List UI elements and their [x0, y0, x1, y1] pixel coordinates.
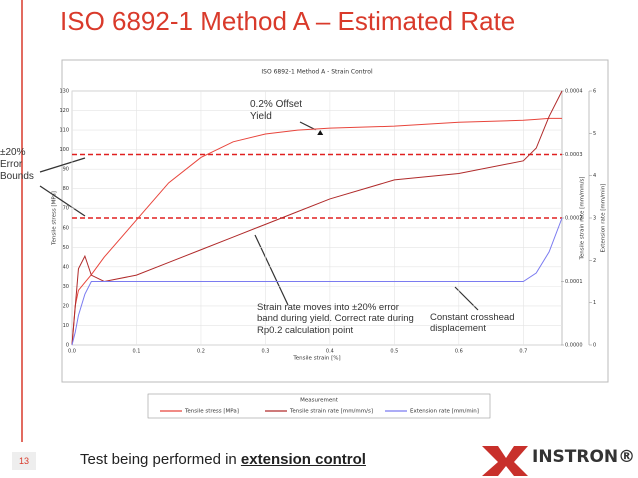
x-tick-label: 0.2	[197, 349, 205, 355]
footer: Test being performed in extension contro…	[80, 451, 366, 468]
yield-marker	[317, 130, 324, 136]
y3-tick-label: 5	[593, 131, 596, 137]
y3-tick-label: 4	[593, 173, 596, 179]
y-tick-label: 80	[63, 186, 69, 192]
series-line	[71, 90, 563, 346]
y3-tick-label: 2	[593, 258, 596, 264]
y-tick-label: 0	[66, 343, 69, 349]
y-tick-label: 60	[63, 225, 69, 231]
y-tick-label: 110	[59, 128, 69, 134]
y-tick-label: 100	[59, 147, 69, 153]
x-tick-label: 0.7	[519, 349, 527, 355]
slide-number: 13	[12, 452, 36, 470]
x-tick-label: 0.4	[326, 349, 334, 355]
y-tick-label: 20	[63, 303, 69, 309]
y2-axis-label: Tensile strain rate [mm/mm/s]	[580, 177, 586, 261]
annotation: Strain rate moves into ±20% error band d…	[257, 302, 414, 336]
x-tick-label: 0.0	[68, 349, 76, 355]
legend-label: Tensile strain rate [mm/mm/s]	[289, 409, 373, 415]
x-tick-label: 0.1	[132, 349, 140, 355]
y3-tick-label: 6	[593, 89, 596, 95]
y3-axis-label: Extension rate [mm/min]	[601, 184, 607, 253]
y3-tick-label: 1	[593, 300, 596, 306]
chart-title: ISO 6892-1 Method A - Strain Control	[261, 69, 373, 76]
legend-box	[147, 393, 491, 419]
y-tick-label: 50	[63, 245, 69, 251]
y2-tick-label: 0.0003	[565, 152, 583, 158]
legend-label: Tensile stress [MPa]	[184, 409, 239, 415]
logo-mark	[482, 446, 528, 476]
y-tick-label: 10	[63, 323, 69, 329]
x-axis-label: Tensile strain [%]	[292, 356, 340, 362]
y-tick-label: 30	[63, 284, 69, 290]
y2-tick-label: 0.0001	[565, 279, 583, 285]
y-tick-label: 120	[59, 108, 69, 114]
footer-emphasis: extension control	[240, 451, 366, 468]
y2-tick-label: 0.0000	[565, 343, 583, 349]
y-tick-label: 90	[63, 167, 69, 173]
x-tick-label: 0.3	[261, 349, 269, 355]
slide-title: ISO 6892-1 Method A – Estimated Rate	[60, 6, 516, 36]
annotation: 0.2% Offset Yield	[250, 99, 303, 122]
series-line	[71, 217, 563, 346]
y-axis-label: Tensile stress [MPa]	[52, 191, 58, 246]
logo: INSTRON®	[532, 447, 636, 467]
legend-label: Extension rate [mm/min]	[410, 409, 479, 415]
annotation: Constant crosshead displacement	[430, 312, 515, 335]
y3-tick-label: 0	[593, 343, 596, 349]
legend-title: Measurement	[300, 398, 339, 404]
y2-tick-label: 0.0004	[565, 89, 583, 95]
y3-tick-label: 3	[593, 216, 596, 222]
series-line	[71, 117, 562, 346]
y-tick-label: 40	[63, 264, 69, 270]
y-tick-label: 70	[63, 206, 69, 212]
y2-tick-label: 0.0002	[565, 216, 583, 222]
y-tick-label: 130	[59, 89, 69, 95]
x-tick-label: 0.5	[390, 349, 398, 355]
annotation: ±20% Error Bounds	[0, 147, 34, 182]
footer-text: Test being performed in	[80, 451, 241, 468]
chart-frame	[61, 59, 609, 383]
x-tick-label: 0.6	[455, 349, 463, 355]
